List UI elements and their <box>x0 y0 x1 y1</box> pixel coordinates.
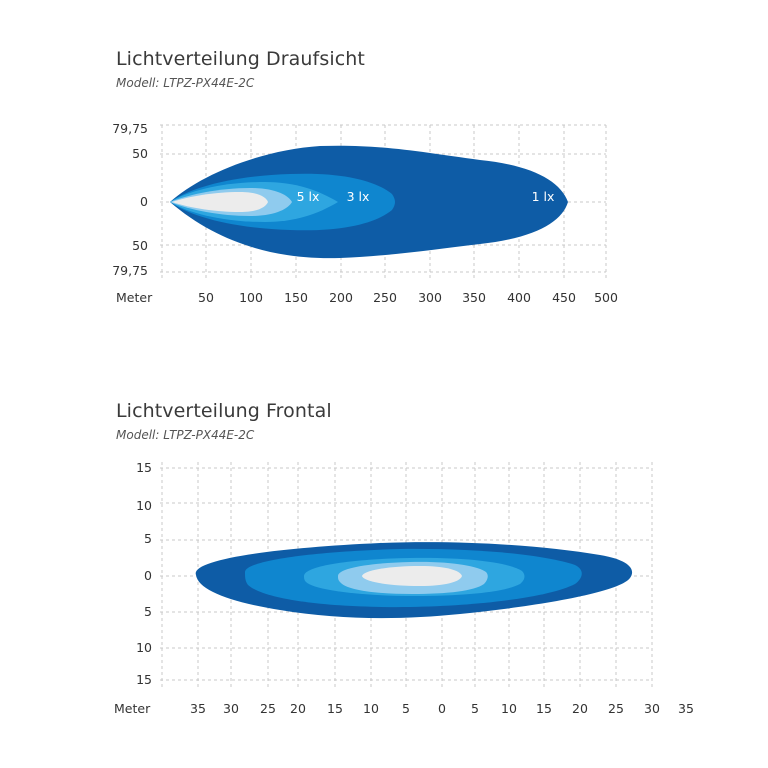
x-tick-label: 15 <box>536 701 552 716</box>
isolux-zone-hot <box>362 566 462 586</box>
x-tick-label: 200 <box>329 290 353 305</box>
zone-label-3lx: 3 lx <box>347 189 370 204</box>
zone-label-1lx: 1 lx <box>532 189 555 204</box>
top-view-isolux-zones <box>170 145 568 259</box>
x-axis-label: Meter <box>116 290 153 305</box>
x-tick-label: 300 <box>418 290 442 305</box>
front-view-x-ticks: 35 30 25 20 15 10 5 0 5 10 15 20 25 30 35 <box>190 701 694 716</box>
x-tick-label: 35 <box>190 701 206 716</box>
x-tick-label: 150 <box>284 290 308 305</box>
y-tick-label: 50 <box>132 238 148 253</box>
x-tick-label: 250 <box>373 290 397 305</box>
x-tick-label: 35 <box>678 701 694 716</box>
x-tick-label: 30 <box>644 701 660 716</box>
x-tick-label: 15 <box>327 701 343 716</box>
isolux-zone-hot <box>172 192 268 212</box>
x-tick-label: 500 <box>594 290 618 305</box>
chart-title-front-view: Lichtverteilung Frontal <box>116 400 332 422</box>
y-tick-label: 10 <box>136 498 152 513</box>
chart-title-top-view: Lichtverteilung Draufsicht <box>116 48 365 70</box>
y-tick-label: 0 <box>140 194 148 209</box>
x-axis-label: Meter <box>114 701 151 716</box>
y-tick-label: 5 <box>144 604 152 619</box>
x-tick-label: 25 <box>260 701 276 716</box>
y-tick-label: 0 <box>144 568 152 583</box>
x-tick-label: 5 <box>402 701 410 716</box>
x-tick-label: 20 <box>290 701 306 716</box>
y-tick-label: 50 <box>132 146 148 161</box>
y-tick-label: 5 <box>144 531 152 546</box>
y-tick-label: 15 <box>136 460 152 475</box>
zone-label-5lx: 5 lx <box>297 189 320 204</box>
x-tick-label: 450 <box>552 290 576 305</box>
x-tick-label: 20 <box>572 701 588 716</box>
x-tick-label: 50 <box>198 290 214 305</box>
x-tick-label: 350 <box>462 290 486 305</box>
front-view-isolux-zones <box>195 542 633 619</box>
y-tick-label: 10 <box>136 640 152 655</box>
x-tick-label: 10 <box>363 701 379 716</box>
x-tick-label: 10 <box>501 701 517 716</box>
x-tick-label: 25 <box>608 701 624 716</box>
x-tick-label: 5 <box>471 701 479 716</box>
y-tick-label: 15 <box>136 672 152 687</box>
x-tick-label: 30 <box>223 701 239 716</box>
x-tick-label: 0 <box>438 701 446 716</box>
top-view-x-ticks: 50 100 150 200 250 300 350 400 450 500 <box>198 290 618 305</box>
y-tick-label: 79,75 <box>112 263 148 278</box>
x-tick-label: 400 <box>507 290 531 305</box>
chart-subtitle-front-view: Modell: LTPZ-PX44E-2C <box>116 428 255 442</box>
x-tick-label: 100 <box>239 290 263 305</box>
y-tick-label: 79,75 <box>112 121 148 136</box>
chart-subtitle-top-view: Modell: LTPZ-PX44E-2C <box>116 76 255 90</box>
